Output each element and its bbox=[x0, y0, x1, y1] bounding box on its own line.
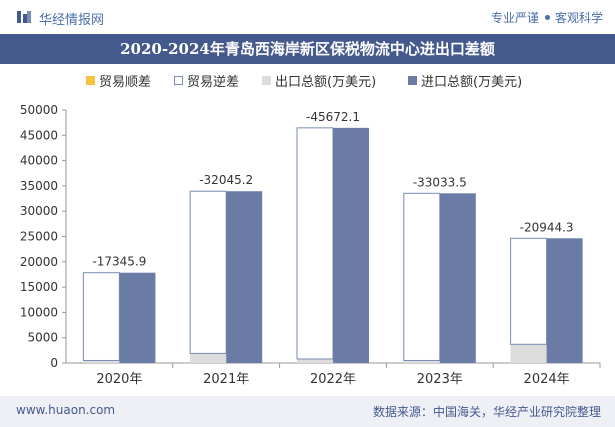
legend-item-surplus: 贸易顺差 bbox=[86, 71, 151, 90]
y-tick-label: 35000 bbox=[20, 179, 58, 193]
y-tick-label: 25000 bbox=[20, 230, 58, 244]
bar-deficit bbox=[296, 127, 334, 360]
footer-source: 数据来源：中国海关，华经产业研究院整理 bbox=[372, 405, 601, 419]
data-label: -20944.3 bbox=[520, 220, 574, 234]
legend-item-import: 进口总额(万美元) bbox=[408, 71, 522, 90]
bar-export bbox=[510, 344, 547, 363]
chart-legend: 贸易顺差 贸易逆差 出口总额(万美元) 进口总额(万美元) bbox=[0, 71, 615, 93]
title-bar: 2020-2024年青岛西海岸新区保税物流中心进出口差额 bbox=[0, 34, 615, 64]
bar-export bbox=[297, 358, 333, 363]
y-tick-label: 30000 bbox=[20, 204, 58, 218]
bar-import bbox=[546, 238, 583, 363]
tagline-right: 客观科学 bbox=[554, 11, 603, 25]
bar-import bbox=[226, 191, 263, 363]
bar-deficit bbox=[510, 237, 548, 345]
x-tick-label: 2024年 bbox=[524, 372, 570, 387]
bar-import bbox=[333, 127, 369, 364]
x-tick-label: 2023年 bbox=[417, 372, 463, 387]
x-tick-label: 2020年 bbox=[96, 372, 142, 387]
bar-deficit bbox=[189, 190, 227, 354]
y-tick-label: 45000 bbox=[20, 128, 58, 142]
legend-item-deficit: 贸易逆差 bbox=[174, 71, 239, 90]
legend-swatch-surplus bbox=[86, 76, 95, 85]
footer: www.huaon.com 数据来源：中国海关，华经产业研究院整理 bbox=[0, 396, 615, 427]
data-label: -45672.1 bbox=[306, 110, 360, 124]
tagline-left: 专业严谨 bbox=[490, 11, 539, 25]
bar-import bbox=[439, 193, 476, 363]
top-bar: 华经情报网 专业严谨 客观科学 bbox=[0, 0, 615, 34]
logo-icon bbox=[17, 11, 31, 23]
footer-website: www.huaon.com bbox=[16, 403, 116, 417]
legend-swatch-export bbox=[262, 76, 271, 85]
legend-swatch-import bbox=[408, 76, 417, 85]
y-tick-label: 10000 bbox=[20, 305, 58, 319]
bar-export bbox=[190, 353, 227, 363]
y-tick-label: 40000 bbox=[20, 154, 58, 168]
chart-title: 2020-2024年青岛西海岸新区保税物流中心进出口差额 bbox=[120, 40, 495, 58]
legend-swatch-deficit bbox=[174, 76, 183, 85]
data-label: -33033.5 bbox=[413, 175, 467, 189]
data-label: -17345.9 bbox=[92, 255, 146, 269]
legend-item-export: 出口总额(万美元) bbox=[262, 71, 376, 90]
legend-label-surplus: 贸易顺差 bbox=[99, 75, 152, 90]
y-tick-label: 15000 bbox=[20, 280, 58, 294]
legend-label-deficit: 贸易逆差 bbox=[187, 75, 240, 90]
legend-label-import: 进口总额(万美元) bbox=[421, 75, 523, 90]
x-tick-label: 2021年 bbox=[203, 372, 249, 387]
data-label: -32045.2 bbox=[199, 173, 253, 187]
bar-deficit bbox=[82, 272, 120, 361]
y-tick-label: 5000 bbox=[27, 331, 58, 345]
dot-icon bbox=[544, 15, 550, 20]
y-tick-label: 0 bbox=[50, 356, 58, 370]
x-tick-label: 2022年 bbox=[310, 372, 356, 387]
y-tick-label: 50000 bbox=[20, 103, 58, 117]
legend-label-export: 出口总额(万美元) bbox=[275, 75, 377, 90]
bar-import bbox=[119, 272, 156, 363]
bar-chart: 0 5000 10000 15000 20000 25000 30000 35000 40000… bbox=[20, 103, 601, 387]
tagline: 专业严谨 客观科学 bbox=[491, 9, 603, 26]
brand-name: 华经情报网 bbox=[39, 13, 105, 28]
bar-export bbox=[83, 360, 120, 363]
y-tick-label: 20000 bbox=[20, 255, 58, 269]
bar-deficit bbox=[403, 192, 441, 361]
bar-export bbox=[403, 360, 440, 363]
